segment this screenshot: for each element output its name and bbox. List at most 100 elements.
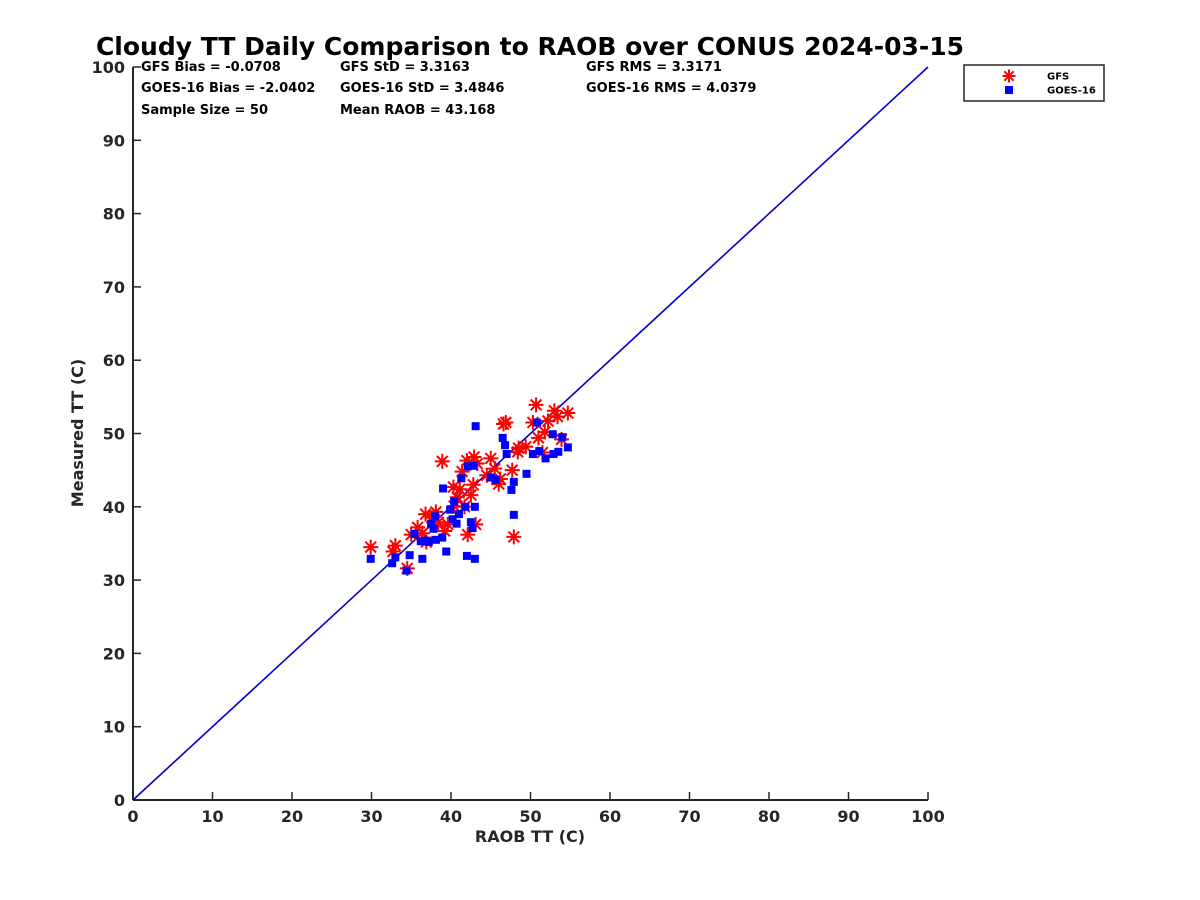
goes-16-point bbox=[541, 454, 550, 463]
gfs-point bbox=[363, 539, 379, 555]
goes-16-point bbox=[402, 566, 411, 575]
gfs-point bbox=[463, 487, 479, 503]
y-tick-label: 80 bbox=[103, 205, 125, 224]
legend-label-gfs: GFS bbox=[1047, 72, 1069, 83]
goes-16-point bbox=[554, 447, 563, 456]
gfs-point bbox=[511, 440, 527, 456]
y-tick-label: 60 bbox=[103, 351, 125, 370]
goes-16-point bbox=[528, 450, 537, 459]
goes-16-point bbox=[502, 450, 511, 459]
goes-16-point bbox=[450, 497, 459, 506]
y-tick-label: 30 bbox=[103, 571, 125, 590]
stat-text: GOES-16 StD = 3.4846 bbox=[340, 81, 504, 96]
gfs-point bbox=[518, 439, 534, 455]
goes-16-point bbox=[486, 473, 495, 482]
gfs-point bbox=[434, 453, 450, 469]
goes-16-point bbox=[471, 422, 480, 431]
x-tick-label: 70 bbox=[678, 807, 700, 826]
goes-16-point bbox=[469, 461, 478, 470]
stat-text: GOES-16 Bias = -2.0402 bbox=[141, 81, 315, 96]
goes-16-point bbox=[501, 441, 510, 450]
x-tick-label: 80 bbox=[758, 807, 780, 826]
legend-marker-goes-16 bbox=[1005, 86, 1013, 94]
legend-box bbox=[963, 64, 1105, 102]
goes-16-point bbox=[507, 485, 516, 494]
y-axis-label: Measured TT (C) bbox=[68, 359, 87, 507]
x-tick-label: 0 bbox=[127, 807, 138, 826]
gfs-point bbox=[466, 449, 482, 465]
goes-16-point bbox=[549, 450, 558, 459]
y-tick-label: 100 bbox=[92, 58, 125, 77]
goes-16-point bbox=[468, 524, 477, 533]
gfs-point bbox=[546, 403, 562, 419]
goes-16-point bbox=[391, 553, 400, 562]
x-tick-label: 10 bbox=[201, 807, 223, 826]
goes-16-point bbox=[470, 554, 479, 563]
goes-16-point bbox=[431, 535, 440, 544]
x-tick-label: 20 bbox=[281, 807, 303, 826]
gfs-point bbox=[445, 479, 461, 495]
gfs-point bbox=[492, 471, 508, 487]
gfs-point bbox=[452, 481, 468, 497]
goes-16-point bbox=[457, 474, 466, 483]
goes-16-point bbox=[438, 533, 447, 542]
y-tick-label: 40 bbox=[103, 498, 125, 517]
legend-label-goes-16: GOES-16 bbox=[1047, 86, 1096, 97]
gfs-point bbox=[483, 450, 499, 466]
gfs-point bbox=[387, 538, 403, 554]
goes-16-point bbox=[452, 519, 461, 528]
y-tick-label: 10 bbox=[103, 718, 125, 737]
goes-16-point bbox=[462, 551, 471, 560]
gfs-point bbox=[460, 527, 476, 543]
gfs-point bbox=[430, 514, 446, 530]
goes-16-point bbox=[532, 418, 541, 427]
stat-text: GOES-16 RMS = 4.0379 bbox=[586, 81, 756, 96]
goes-16-point bbox=[418, 554, 427, 563]
stat-text: Mean RAOB = 43.168 bbox=[340, 103, 495, 118]
gfs-point bbox=[506, 529, 522, 545]
gfs-point bbox=[454, 464, 470, 480]
x-axis-label: RAOB TT (C) bbox=[475, 827, 585, 846]
goes-16-point bbox=[405, 551, 414, 560]
stat-text: Sample Size = 50 bbox=[141, 103, 268, 118]
gfs-point bbox=[537, 424, 553, 440]
gfs-point bbox=[440, 516, 456, 532]
gfs-point bbox=[465, 477, 481, 493]
gfs-point bbox=[504, 462, 520, 478]
gfs-point bbox=[414, 525, 430, 541]
stat-text: GFS StD = 3.3163 bbox=[340, 60, 470, 75]
goes-16-point bbox=[491, 475, 500, 484]
y-tick-label: 70 bbox=[103, 278, 125, 297]
x-tick-label: 60 bbox=[599, 807, 621, 826]
goes-16-point bbox=[448, 515, 457, 524]
gfs-point bbox=[385, 544, 401, 560]
y-tick-label: 90 bbox=[103, 131, 125, 150]
one-to-one-line bbox=[132, 66, 929, 801]
x-tick-label: 30 bbox=[360, 807, 382, 826]
goes-16-point bbox=[388, 559, 397, 568]
stats-block: GFS Bias = -0.0708 GFS StD = 3.3163 GFS RM… bbox=[141, 60, 756, 118]
gfs-point bbox=[418, 506, 434, 522]
stat-text: GFS Bias = -0.0708 bbox=[141, 60, 281, 75]
goes-16-point bbox=[470, 502, 479, 511]
goes-16-point bbox=[454, 510, 463, 519]
gfs-point bbox=[437, 523, 453, 539]
gfs-point bbox=[491, 476, 507, 492]
goes-16-point bbox=[442, 547, 451, 556]
gfs-point bbox=[487, 461, 503, 477]
goes-16-point bbox=[424, 537, 433, 546]
gfs-point bbox=[530, 430, 546, 446]
gfs-series bbox=[363, 397, 576, 576]
gfs-point bbox=[528, 397, 544, 413]
x-tick-label: 90 bbox=[837, 807, 859, 826]
goes-16-point bbox=[498, 433, 507, 442]
goes-16-point bbox=[509, 510, 518, 519]
goes-16-point bbox=[535, 447, 544, 456]
y-tick-label: 20 bbox=[103, 644, 125, 663]
goes-16-series bbox=[366, 418, 572, 575]
x-tick-label: 50 bbox=[519, 807, 541, 826]
goes-16-point bbox=[410, 529, 419, 538]
goes-16-point bbox=[427, 519, 436, 528]
chart-title: Cloudy TT Daily Comparison to RAOB over … bbox=[96, 32, 964, 61]
